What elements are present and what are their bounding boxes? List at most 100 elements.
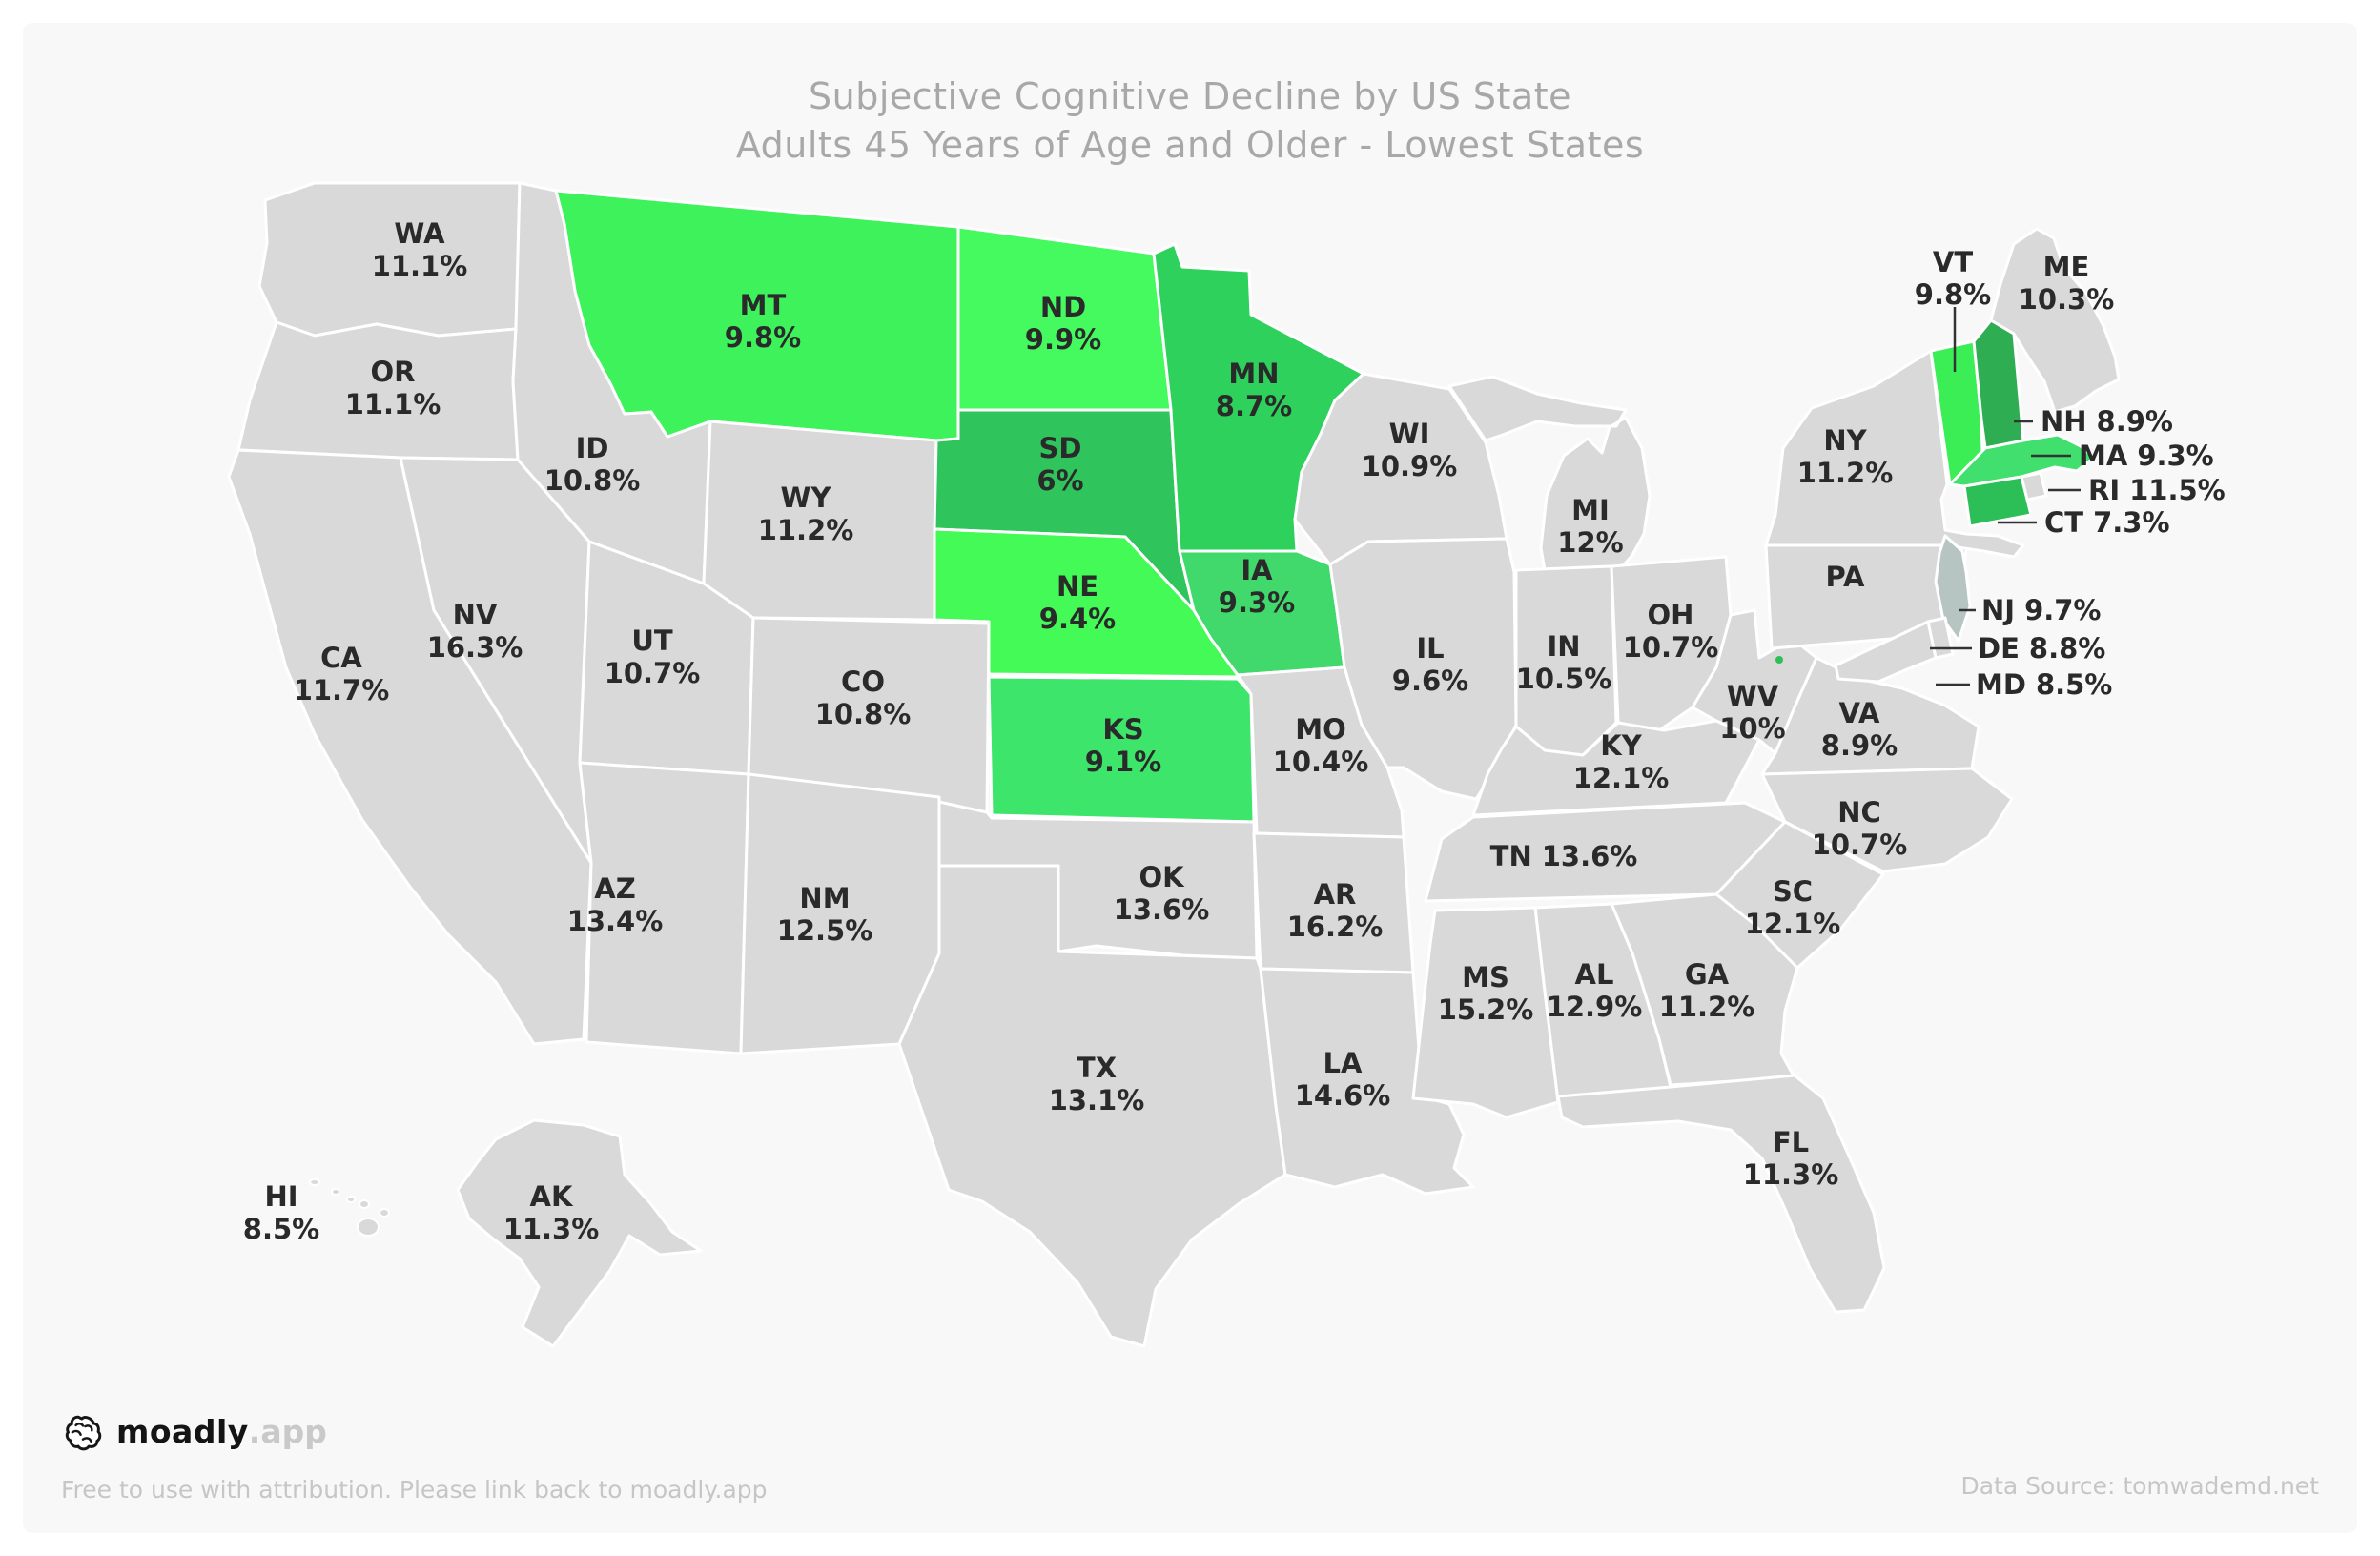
- hi-island: [359, 1199, 370, 1209]
- state-abbr: LA: [1323, 1047, 1363, 1079]
- state-abbr: HI: [264, 1180, 298, 1213]
- state-value: 11.1%: [372, 250, 468, 282]
- label-in: IN 10.5%: [1516, 630, 1612, 695]
- state-ak: [456, 1118, 703, 1348]
- label-ks: KS 9.1%: [1085, 713, 1161, 778]
- brand-name: moadly: [116, 1412, 249, 1450]
- label-ia: IA 9.3%: [1219, 554, 1295, 619]
- state-abbr: NJ: [1981, 594, 2015, 626]
- state-value: 11.7%: [294, 674, 390, 706]
- state-value: 10.4%: [1273, 746, 1369, 778]
- state-abbr: NE: [1057, 570, 1098, 603]
- label-ca: CA 11.7%: [294, 642, 390, 706]
- state-value: 9.8%: [725, 321, 801, 354]
- state-hi-islands: [309, 1178, 390, 1237]
- label-tn: TN 13.6%: [1490, 840, 1638, 872]
- state-value: 8.5%: [243, 1213, 319, 1245]
- state-abbr: KS: [1102, 713, 1143, 746]
- state-value: 8.5%: [2036, 668, 2112, 701]
- label-nm: NM 12.5%: [777, 882, 873, 947]
- state-value: 9.8%: [1915, 278, 1991, 311]
- hi-island: [331, 1188, 340, 1196]
- state-value: 13.4%: [567, 905, 664, 937]
- hi-island: [379, 1208, 390, 1218]
- state-abbr: CA: [320, 642, 362, 674]
- state-value: 10.8%: [815, 698, 912, 730]
- state-value: 9.7%: [2024, 594, 2101, 626]
- state-value: 11.5%: [2129, 474, 2226, 506]
- label-nh: NH 8.9%: [2041, 405, 2173, 438]
- label-mo: MO 10.4%: [1273, 713, 1369, 778]
- state-abbr: TX: [1077, 1052, 1117, 1084]
- label-la: LA 14.6%: [1295, 1047, 1391, 1112]
- state-abbr: KY: [1600, 729, 1642, 762]
- label-pa: PA: [1825, 561, 1865, 593]
- label-ms: MS 15.2%: [1438, 961, 1534, 1026]
- label-ma: MA 9.3%: [2079, 440, 2214, 472]
- state-value: 16.2%: [1287, 911, 1384, 943]
- hi-island: [357, 1218, 380, 1237]
- state-value: 9.3%: [2137, 440, 2213, 472]
- label-vt: VT 9.8%: [1915, 246, 1991, 311]
- state-az: [578, 761, 750, 1055]
- state-abbr: AZ: [594, 872, 635, 905]
- state-abbr: VT: [1933, 246, 1973, 278]
- label-or: OR 11.1%: [345, 356, 441, 420]
- state-abbr: CT: [2044, 506, 2083, 539]
- label-mt: MT 9.8%: [725, 289, 801, 354]
- state-value: 13.6%: [1114, 893, 1210, 926]
- state-il: [1328, 537, 1518, 801]
- state-dc-dot: [1775, 656, 1783, 664]
- state-value: 13.1%: [1049, 1084, 1145, 1116]
- brain-icon: [65, 1415, 102, 1451]
- state-ms: [1411, 906, 1560, 1119]
- state-abbr: CO: [841, 665, 885, 698]
- state-value: 11.3%: [503, 1213, 600, 1245]
- state-value: 9.3%: [1219, 586, 1295, 619]
- state-abbr: AR: [1314, 878, 1357, 911]
- state-abbr: FL: [1773, 1126, 1809, 1158]
- label-me: ME 10.3%: [2019, 251, 2115, 316]
- state-abbr: OH: [1648, 599, 1694, 631]
- label-nj: NJ 9.7%: [1981, 594, 2102, 626]
- state-abbr: AL: [1575, 958, 1614, 991]
- state-value: 10.7%: [605, 657, 701, 689]
- hi-island: [309, 1178, 320, 1186]
- state-value: 15.2%: [1438, 993, 1534, 1026]
- label-wy: WY 11.2%: [758, 481, 854, 546]
- state-value: 8.7%: [1216, 390, 1292, 422]
- label-ny: NY 11.2%: [1797, 424, 1894, 489]
- state-value: 11.2%: [1659, 991, 1755, 1023]
- state-value: 16.3%: [427, 631, 523, 664]
- state-fl: [1556, 1074, 1886, 1314]
- label-mi: MI 12%: [1557, 494, 1623, 559]
- brand-logo: moadly.app: [61, 1411, 327, 1451]
- state-value: 8.9%: [2097, 405, 2173, 438]
- state-abbr: NY: [1823, 424, 1867, 457]
- state-value: 9.6%: [1392, 665, 1468, 697]
- label-sd: SD 6%: [1036, 432, 1083, 497]
- label-ar: AR 16.2%: [1287, 878, 1384, 943]
- state-value: 8.9%: [1821, 729, 1898, 762]
- brand-suffix: .app: [248, 1412, 327, 1450]
- state-abbr: OR: [371, 356, 416, 388]
- label-ct: CT 7.3%: [2044, 506, 2170, 539]
- state-ct: [1962, 475, 2033, 528]
- label-nc: NC 10.7%: [1812, 796, 1908, 861]
- state-value: 10.5%: [1516, 663, 1612, 695]
- state-abbr: NC: [1837, 796, 1881, 829]
- state-ny: [1764, 349, 2025, 559]
- label-wv: WV 10%: [1719, 680, 1785, 745]
- state-abbr: SC: [1773, 875, 1813, 908]
- state-abbr: ME: [2043, 251, 2090, 283]
- state-abbr: MT: [740, 289, 787, 321]
- state-abbr: RI: [2088, 474, 2120, 506]
- label-al: AL 12.9%: [1547, 958, 1643, 1023]
- state-abbr: MS: [1462, 961, 1509, 993]
- label-ut: UT 10.7%: [605, 624, 701, 689]
- label-az: AZ 13.4%: [567, 872, 664, 937]
- state-value: 11.2%: [758, 514, 854, 546]
- state-value: 11.3%: [1743, 1158, 1839, 1191]
- state-value: 8.8%: [2029, 632, 2105, 665]
- state-abbr: IN: [1547, 630, 1580, 663]
